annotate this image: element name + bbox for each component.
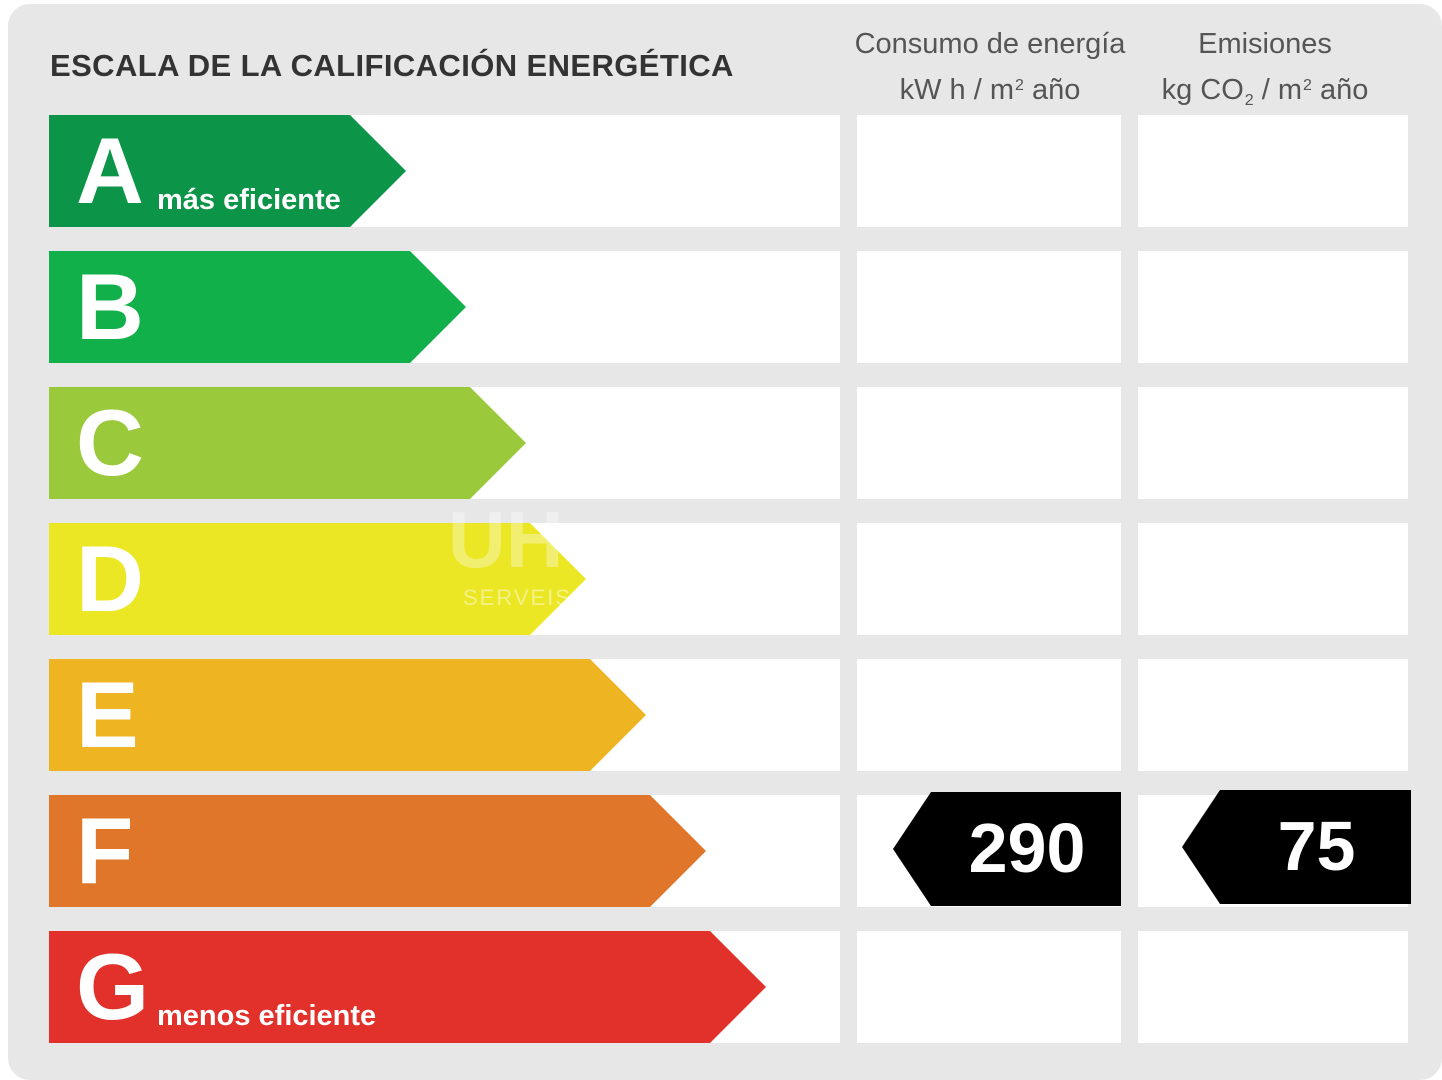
- rating-sublabel: menos eficiente: [157, 1000, 377, 1032]
- emisiones-cell: [1138, 659, 1408, 771]
- consumo-value: 290: [968, 809, 1086, 887]
- emisiones-cell: [1138, 387, 1408, 499]
- emisiones-cell: [1138, 523, 1408, 635]
- consumo-header-unit: kW h / m2 año: [899, 74, 1081, 106]
- emisiones-result-marker: 75: [1182, 790, 1411, 904]
- rating-arrow-e: E: [49, 659, 646, 771]
- consumo-column-header: Consumo de energía kW h / m2 año: [845, 24, 1135, 111]
- rating-row-a: A más eficiente: [0, 115, 1442, 227]
- emisiones-header-unit: kg CO2 / m2 año: [1161, 74, 1369, 109]
- rating-row-d: D: [0, 523, 1442, 635]
- rating-letter: D: [76, 526, 144, 631]
- watermark-text: SERVEIS: [463, 585, 572, 610]
- page-title: ESCALA DE LA CALIFICACIÓN ENERGÉTICA: [50, 48, 734, 83]
- watermark-logo: UH: [448, 495, 564, 584]
- rating-arrow-g: G menos eficiente: [49, 931, 766, 1043]
- consumo-cell: [857, 659, 1121, 771]
- rating-sublabel: más eficiente: [157, 184, 341, 216]
- rating-row-c: C: [0, 387, 1442, 499]
- emisiones-header-title: Emisiones: [1198, 28, 1332, 60]
- rating-arrow-d: D: [49, 523, 586, 635]
- emisiones-cell: [1138, 251, 1408, 363]
- rating-row-e: E: [0, 659, 1442, 771]
- rating-letter: G: [76, 934, 150, 1039]
- consumo-cell: [857, 931, 1121, 1043]
- emisiones-column-header: Emisiones kg CO2 / m2 año: [1130, 24, 1400, 121]
- consumo-cell: [857, 115, 1121, 227]
- rating-arrow-a: A más eficiente: [49, 115, 406, 227]
- rating-row-b: B: [0, 251, 1442, 363]
- rating-letter: E: [76, 662, 139, 767]
- consumo-result-marker: 290: [893, 792, 1121, 906]
- rating-letter: F: [76, 798, 134, 903]
- rating-arrow-b: B: [49, 251, 466, 363]
- emisiones-cell: [1138, 931, 1408, 1043]
- emisiones-value: 75: [1277, 807, 1356, 885]
- rating-letter: B: [76, 254, 144, 359]
- consumo-cell: [857, 251, 1121, 363]
- consumo-cell: [857, 523, 1121, 635]
- rating-arrow-c: C: [49, 387, 526, 499]
- consumo-header-title: Consumo de energía: [854, 28, 1126, 60]
- emisiones-cell: [1138, 115, 1408, 227]
- rating-row-g: G menos eficiente: [0, 931, 1442, 1043]
- consumo-cell: [857, 387, 1121, 499]
- rating-row-f: F 290 75: [0, 790, 1442, 907]
- rating-letter: A: [76, 118, 144, 223]
- rating-arrow-f: F: [49, 795, 706, 907]
- rating-letter: C: [76, 390, 144, 495]
